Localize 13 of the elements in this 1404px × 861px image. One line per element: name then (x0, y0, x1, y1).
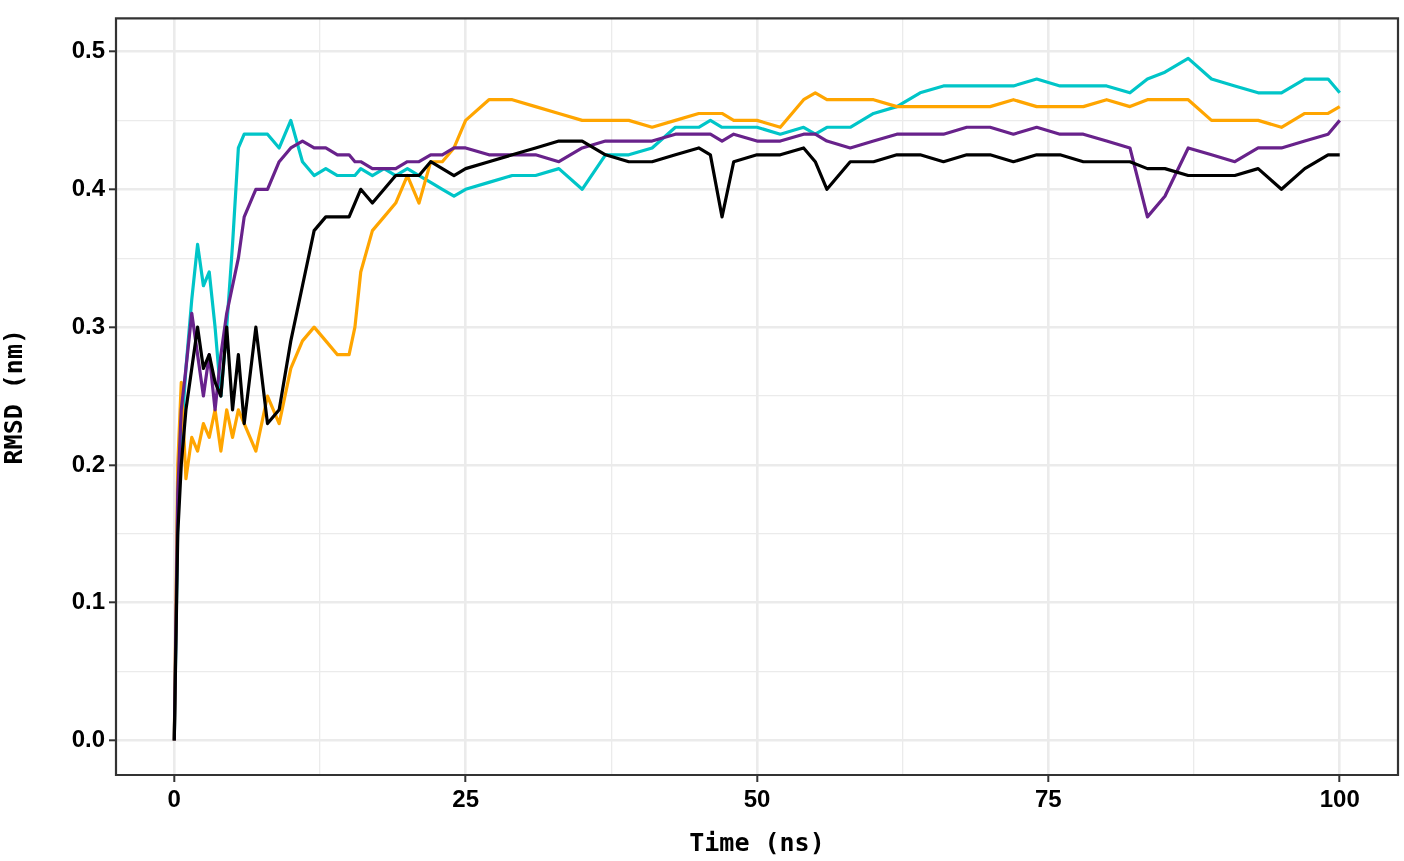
x-tick-label: 0 (167, 785, 181, 813)
y-tick-label: 0.2 (71, 449, 105, 477)
y-axis-title: RMSD (nm) (0, 328, 28, 465)
x-tick-label: 50 (743, 785, 771, 813)
x-tick-label: 75 (1035, 785, 1062, 813)
y-tick-label: 0.0 (71, 725, 105, 753)
y-tick-label: 0.5 (71, 36, 105, 64)
x-tick-label: 100 (1319, 785, 1360, 813)
y-tick-label: 0.3 (71, 311, 105, 339)
x-tick-label: 25 (452, 785, 479, 813)
y-tick-label: 0.4 (71, 173, 106, 201)
y-tick-label: 0.1 (71, 587, 105, 615)
x-axis-title: Time (ns) (689, 827, 825, 857)
